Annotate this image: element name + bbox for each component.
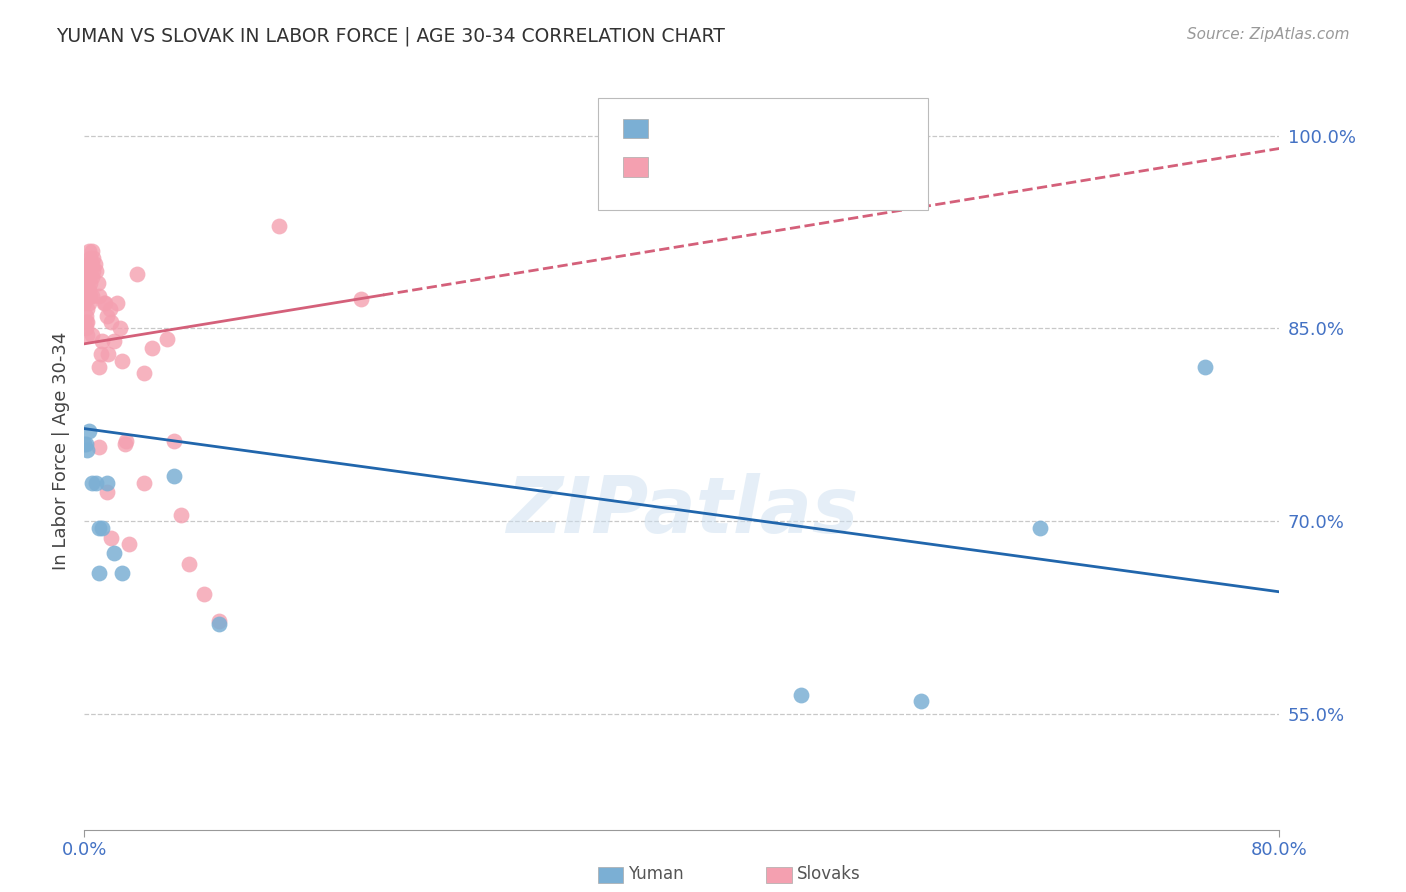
Point (103, 546, 125, 560)
Point (91, 334, 114, 349)
Point (100, 531, 122, 545)
Point (75, 437, 97, 451)
Text: N =: N = (766, 166, 818, 184)
Point (75, 315, 97, 329)
Point (89, 566, 111, 580)
Point (1029, 520, 1052, 534)
Point (87, 277, 110, 291)
Point (80, 244, 103, 259)
Point (93, 295, 115, 310)
Point (100, 315, 122, 329)
Text: Slovaks: Slovaks (797, 865, 860, 883)
Point (910, 694, 932, 708)
Point (267, 219, 290, 233)
Point (208, 616, 231, 631)
Point (75, 321, 97, 335)
Point (91, 520, 114, 534)
Point (97, 347, 120, 361)
Point (79, 251, 101, 265)
Point (76, 263, 98, 277)
Point (110, 321, 132, 335)
Point (89, 520, 111, 534)
Point (790, 688, 813, 702)
Point (77, 424, 100, 438)
Point (75, 309, 97, 323)
Point (163, 434, 186, 449)
Text: 0.264: 0.264 (696, 166, 759, 184)
Point (89, 359, 111, 374)
Point (83, 257, 105, 271)
Point (77, 283, 100, 297)
Point (96, 309, 118, 323)
Point (96, 475, 118, 490)
Point (96, 484, 118, 499)
Point (90, 347, 112, 361)
Point (80, 327, 103, 342)
Point (111, 566, 134, 580)
Point (177, 557, 200, 571)
Point (1194, 359, 1216, 374)
Point (76, 327, 98, 342)
Point (82, 263, 104, 277)
Point (80, 257, 103, 271)
Text: R =: R = (658, 166, 697, 184)
Point (163, 469, 186, 483)
Point (76, 443, 98, 458)
Point (86, 475, 108, 490)
Text: YUMAN VS SLOVAK IN LABOR FORCE | AGE 30-34 CORRELATION CHART: YUMAN VS SLOVAK IN LABOR FORCE | AGE 30-… (56, 27, 725, 46)
Point (114, 437, 136, 451)
Point (77, 270, 100, 285)
Point (73, 289, 96, 303)
Point (76, 277, 98, 291)
Point (89, 440, 111, 454)
Y-axis label: In Labor Force | Age 30-34: In Labor Force | Age 30-34 (52, 331, 70, 570)
Point (76, 315, 98, 329)
Point (80, 289, 103, 303)
Point (79, 277, 101, 291)
Point (73, 295, 96, 310)
Point (103, 334, 125, 349)
Point (75, 283, 97, 297)
Point (82, 251, 104, 265)
Point (193, 587, 215, 601)
Point (208, 615, 231, 629)
Point (94, 295, 117, 310)
Point (77, 295, 100, 310)
Point (132, 475, 156, 490)
Point (79, 263, 101, 277)
Point (80, 475, 103, 490)
Point (118, 537, 141, 551)
Point (76, 302, 98, 317)
Text: 67: 67 (823, 166, 848, 184)
Text: Source: ZipAtlas.com: Source: ZipAtlas.com (1187, 27, 1350, 42)
Point (75, 289, 97, 303)
Text: 18: 18 (823, 128, 848, 145)
Point (98, 302, 121, 317)
Point (141, 341, 163, 355)
Point (155, 332, 177, 346)
Point (125, 268, 148, 282)
Point (350, 292, 373, 306)
Point (89, 289, 111, 303)
Point (77, 244, 100, 259)
Text: Yuman: Yuman (628, 865, 685, 883)
Text: N =: N = (766, 128, 818, 145)
Text: -0.276: -0.276 (696, 128, 761, 145)
Point (77, 257, 100, 271)
Point (76, 257, 98, 271)
Point (111, 353, 134, 368)
Point (79, 289, 101, 303)
Point (86, 263, 108, 277)
Point (132, 367, 156, 381)
Point (75, 277, 97, 291)
Text: ZIPatlas: ZIPatlas (506, 473, 858, 549)
Point (170, 508, 193, 522)
Point (73, 289, 96, 303)
Point (105, 295, 128, 310)
Point (115, 434, 138, 449)
Point (76, 289, 98, 303)
Point (80, 270, 103, 285)
Text: R =: R = (658, 128, 697, 145)
Point (73, 437, 96, 451)
